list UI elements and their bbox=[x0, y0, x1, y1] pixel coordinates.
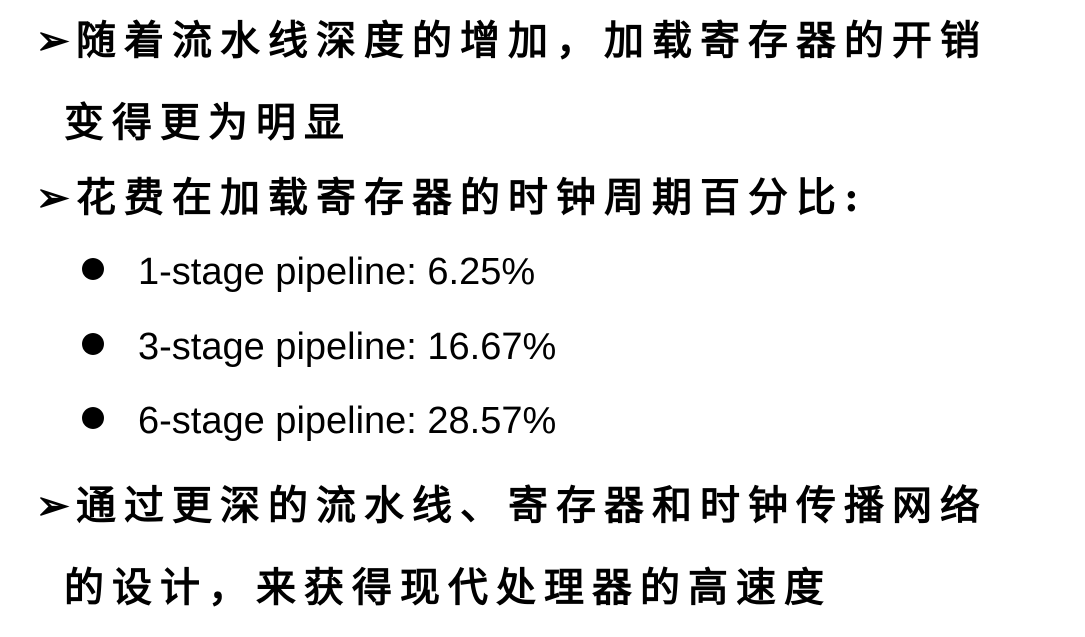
sub-item-text: 3-stage pipeline: 16.67% bbox=[138, 326, 557, 368]
bullet-modern-processors: ➢ 通过更深的流水线、寄存器和时钟传播网络 的设计，来获得现代处理器的高速度 bbox=[36, 465, 988, 629]
arrow-bullet-icon: ➢ bbox=[36, 17, 70, 64]
arrow-bullet-icon: ➢ bbox=[36, 482, 70, 529]
bullet-text-line2: 变得更为明显 bbox=[64, 99, 352, 146]
round-bullet-icon bbox=[82, 258, 104, 280]
bullet-text-line1: 通过更深的流水线、寄存器和时钟传播网络 bbox=[76, 482, 988, 529]
bullet-text-line1: 花费在加载寄存器的时钟周期百分比: bbox=[76, 174, 867, 221]
round-bullet-icon bbox=[82, 333, 104, 355]
bullet-register-overhead: ➢ 随着流水线深度的增加，加载寄存器的开销 变得更为明显 bbox=[36, 0, 988, 164]
arrow-bullet-icon: ➢ bbox=[36, 174, 70, 221]
sub-item-3-stage: 3-stage pipeline: 16.67% bbox=[82, 323, 556, 371]
sub-item-1-stage: 1-stage pipeline: 6.25% bbox=[82, 248, 535, 296]
bullet-text-line1: 随着流水线深度的增加，加载寄存器的开销 bbox=[76, 17, 988, 64]
sub-item-6-stage: 6-stage pipeline: 28.57% bbox=[82, 397, 556, 445]
bullet-clock-percentage: ➢ 花费在加载寄存器的时钟周期百分比: bbox=[36, 157, 867, 239]
sub-item-text: 1-stage pipeline: 6.25% bbox=[138, 251, 536, 293]
bullet-text-line2: 的设计，来获得现代处理器的高速度 bbox=[64, 564, 832, 611]
round-bullet-icon bbox=[82, 407, 104, 429]
sub-item-text: 6-stage pipeline: 28.57% bbox=[138, 400, 557, 442]
